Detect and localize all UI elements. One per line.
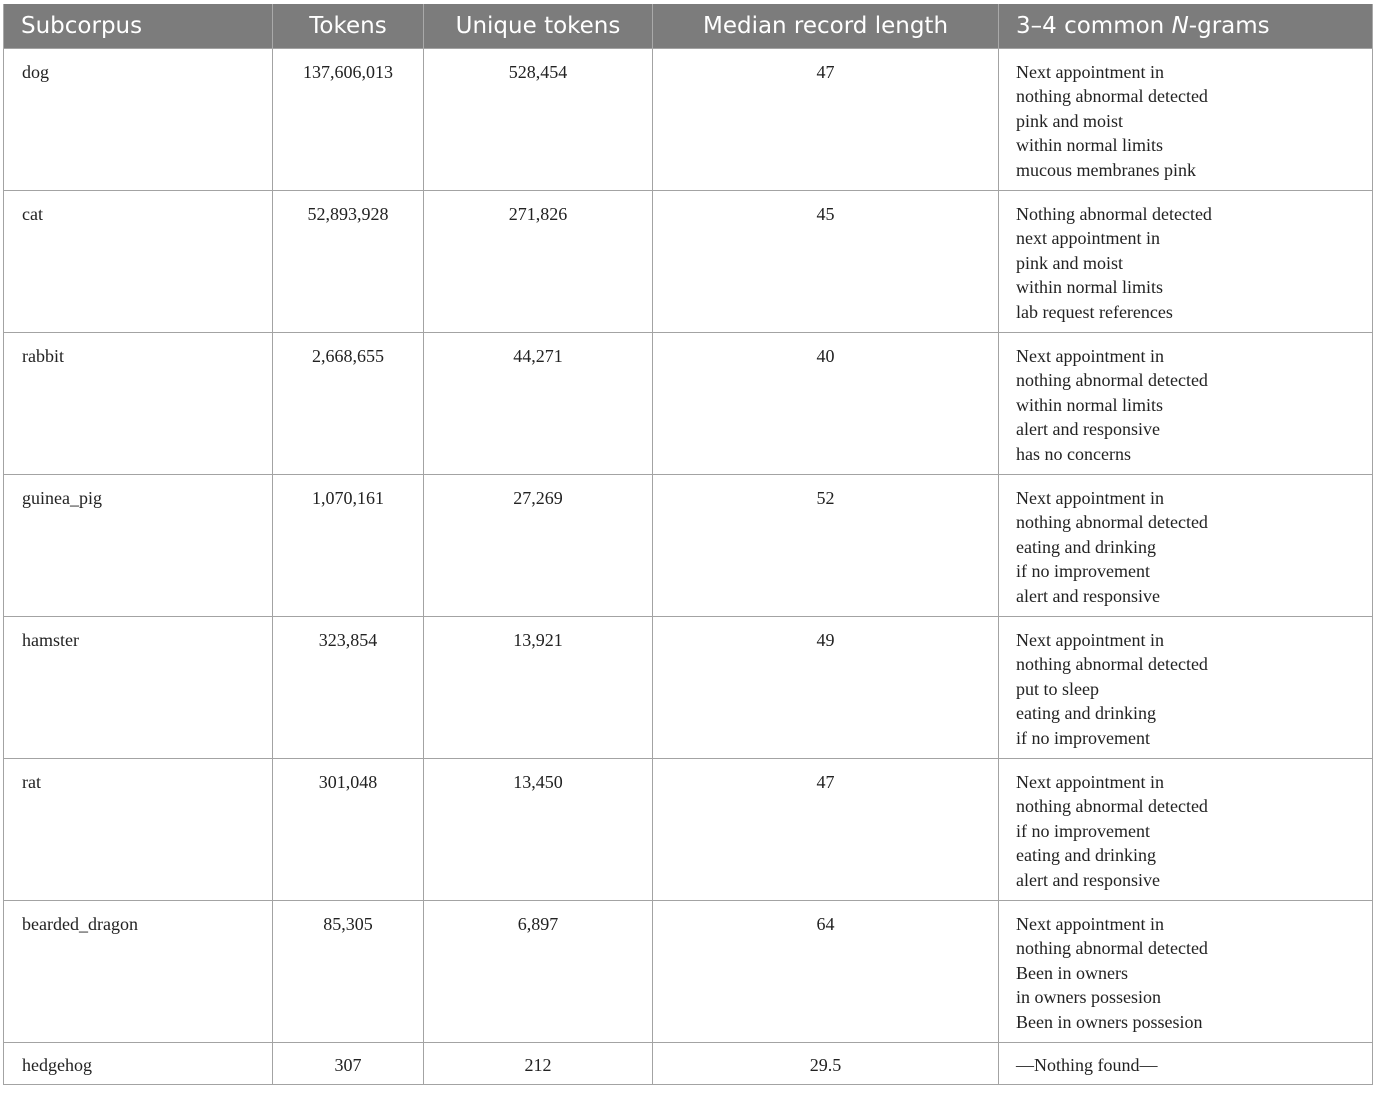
cell-median-record-length: 47 (652, 757, 999, 901)
ngram-line: nothing abnormal detected (1016, 938, 1208, 959)
ngram-line: pink and moist (1016, 252, 1123, 273)
cell-common-ngrams: Nothing abnormal detected next appointme… (998, 189, 1373, 333)
ngram-line: eating and drinking (1016, 536, 1156, 557)
cell-tokens: 52,893,928 (272, 189, 424, 333)
cell-tokens: 307 (272, 1041, 424, 1085)
cell-tokens: 1,070,161 (272, 473, 424, 617)
table-row: cat 52,893,928 271,826 45 Nothing abnorm… (3, 189, 1373, 333)
header-common-ngrams: 3–4 common N-grams (998, 4, 1373, 48)
ngram-line: nothing abnormal detected (1016, 86, 1208, 107)
cell-subcorpus: rabbit (3, 331, 273, 475)
header-subcorpus: Subcorpus (3, 4, 273, 48)
table-row: rat 301,048 13,450 47 Next appointment i… (3, 757, 1373, 901)
ngram-line: put to sleep (1016, 678, 1099, 699)
cell-median-record-length: 47 (652, 47, 999, 191)
cell-unique-tokens: 212 (423, 1041, 653, 1085)
header-ngrams-suffix: -grams (1188, 12, 1270, 39)
header-tokens: Tokens (272, 4, 424, 48)
ngram-line: within normal limits (1016, 135, 1163, 156)
header-unique-tokens: Unique tokens (423, 4, 653, 48)
cell-subcorpus: bearded_dragon (3, 899, 273, 1043)
ngram-line: Next appointment in (1016, 487, 1164, 508)
cell-subcorpus: dog (3, 47, 273, 191)
cell-unique-tokens: 27,269 (423, 473, 653, 617)
ngram-line: mucous membranes pink (1016, 159, 1196, 180)
ngram-line: nothing abnormal detected (1016, 654, 1208, 675)
ngram-line: Nothing abnormal detected (1016, 203, 1212, 224)
ngram-line: within normal limits (1016, 394, 1163, 415)
ngram-line: pink and moist (1016, 110, 1123, 131)
cell-median-record-length: 64 (652, 899, 999, 1043)
cell-subcorpus: hedgehog (3, 1041, 273, 1085)
ngram-line: nothing abnormal detected (1016, 796, 1208, 817)
ngram-line: Next appointment in (1016, 771, 1164, 792)
ngram-line: Next appointment in (1016, 629, 1164, 650)
cell-unique-tokens: 44,271 (423, 331, 653, 475)
cell-median-record-length: 45 (652, 189, 999, 333)
ngram-line: alert and responsive (1016, 585, 1160, 606)
ngram-line: if no improvement (1016, 561, 1150, 582)
header-ngrams-italic: N (1171, 12, 1189, 39)
ngram-line: nothing abnormal detected (1016, 370, 1208, 391)
table-row: rabbit 2,668,655 44,271 40 Next appointm… (3, 331, 1373, 475)
header-ngrams-prefix: 3–4 common (1016, 12, 1172, 39)
ngram-line: nothing abnormal detected (1016, 512, 1208, 533)
ngram-line: eating and drinking (1016, 845, 1156, 866)
cell-subcorpus: cat (3, 189, 273, 333)
ngram-line: Been in owners (1016, 962, 1128, 983)
ngram-line: Next appointment in (1016, 61, 1164, 82)
ngram-line: Next appointment in (1016, 345, 1164, 366)
cell-common-ngrams: Next appointment in nothing abnormal det… (998, 615, 1373, 759)
cell-median-record-length: 29.5 (652, 1041, 999, 1085)
table-body: dog 137,606,013 528,454 47 Next appointm… (3, 47, 1373, 1085)
cell-common-ngrams: Next appointment in nothing abnormal det… (998, 757, 1373, 901)
ngram-line: Next appointment in (1016, 913, 1164, 934)
cell-median-record-length: 52 (652, 473, 999, 617)
cell-unique-tokens: 13,921 (423, 615, 653, 759)
cell-common-ngrams: Next appointment in nothing abnormal det… (998, 473, 1373, 617)
table-row: bearded_dragon 85,305 6,897 64 Next appo… (3, 899, 1373, 1043)
cell-unique-tokens: 13,450 (423, 757, 653, 901)
subcorpus-statistics-table: Subcorpus Tokens Unique tokens Median re… (3, 4, 1373, 1085)
header-row: Subcorpus Tokens Unique tokens Median re… (3, 4, 1373, 48)
ngram-line: if no improvement (1016, 820, 1150, 841)
cell-common-ngrams: —Nothing found— (998, 1041, 1373, 1085)
cell-unique-tokens: 6,897 (423, 899, 653, 1043)
cell-unique-tokens: 528,454 (423, 47, 653, 191)
cell-median-record-length: 49 (652, 615, 999, 759)
cell-tokens: 85,305 (272, 899, 424, 1043)
ngram-line: alert and responsive (1016, 869, 1160, 890)
ngram-line: alert and responsive (1016, 419, 1160, 440)
cell-common-ngrams: Next appointment in nothing abnormal det… (998, 331, 1373, 475)
ngram-line: has no concerns (1016, 443, 1131, 464)
cell-tokens: 2,668,655 (272, 331, 424, 475)
table-row: hedgehog 307 212 29.5 —Nothing found— (3, 1041, 1373, 1085)
cell-subcorpus: rat (3, 757, 273, 901)
table-row: hamster 323,854 13,921 49 Next appointme… (3, 615, 1373, 759)
table-row: dog 137,606,013 528,454 47 Next appointm… (3, 47, 1373, 191)
cell-tokens: 137,606,013 (272, 47, 424, 191)
header-median-record-length: Median record length (652, 4, 999, 48)
ngram-line: lab request references (1016, 301, 1173, 322)
cell-common-ngrams: Next appointment in nothing abnormal det… (998, 47, 1373, 191)
cell-common-ngrams: Next appointment in nothing abnormal det… (998, 899, 1373, 1043)
ngram-line: Been in owners possesion (1016, 1011, 1203, 1032)
table-header: Subcorpus Tokens Unique tokens Median re… (3, 4, 1373, 48)
ngram-line: eating and drinking (1016, 703, 1156, 724)
cell-tokens: 323,854 (272, 615, 424, 759)
cell-median-record-length: 40 (652, 331, 999, 475)
cell-tokens: 301,048 (272, 757, 424, 901)
cell-unique-tokens: 271,826 (423, 189, 653, 333)
ngram-line: next appointment in (1016, 228, 1160, 249)
ngram-line: if no improvement (1016, 727, 1150, 748)
cell-subcorpus: guinea_pig (3, 473, 273, 617)
ngram-line: —Nothing found— (1016, 1054, 1158, 1075)
cell-subcorpus: hamster (3, 615, 273, 759)
ngram-line: within normal limits (1016, 277, 1163, 298)
table-row: guinea_pig 1,070,161 27,269 52 Next appo… (3, 473, 1373, 617)
ngram-line: in owners possesion (1016, 987, 1161, 1008)
